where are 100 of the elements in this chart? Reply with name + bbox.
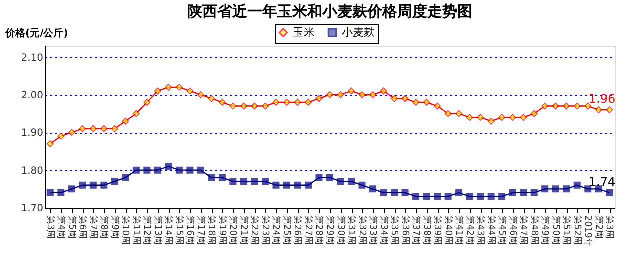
point [262, 178, 269, 186]
point [251, 178, 258, 186]
point [488, 193, 495, 200]
point [595, 186, 602, 193]
point [563, 186, 570, 193]
point [111, 178, 118, 186]
point [444, 110, 452, 118]
point [337, 178, 344, 186]
x-tick-label: 第11周 [130, 216, 142, 245]
point [122, 174, 130, 182]
point [68, 186, 76, 193]
point [456, 189, 463, 196]
point [100, 125, 108, 132]
point [294, 182, 302, 189]
x-tick-label: 第5周 [66, 216, 78, 240]
x-tick-label: 第4周 [56, 216, 67, 240]
x-tick-label: 第27周 [302, 216, 314, 245]
point [466, 193, 474, 200]
x-tick-label: 第43周 [475, 216, 486, 245]
point [197, 166, 204, 174]
point [370, 186, 377, 193]
y-tick-label: 1.90 [21, 128, 44, 140]
x-tick-label: 第38周 [421, 216, 432, 245]
x-tick-label: 第44周 [486, 216, 497, 245]
x-tick-label: 第6周 [77, 216, 88, 240]
point [456, 110, 463, 118]
point [434, 193, 442, 200]
point [444, 193, 452, 200]
point [154, 166, 162, 174]
point [90, 182, 97, 189]
point [283, 182, 290, 189]
point [176, 84, 183, 91]
x-tick-label: 第35周 [389, 216, 400, 245]
point [488, 118, 495, 125]
point [304, 182, 312, 189]
point [197, 91, 204, 98]
point [358, 182, 366, 189]
x-tick-label: 第49周 [540, 216, 551, 245]
point [552, 186, 560, 193]
point [79, 182, 86, 189]
point [563, 102, 570, 110]
point [520, 114, 528, 122]
x-tick-label: 第7周 [88, 216, 99, 240]
point [423, 193, 430, 200]
point [542, 102, 549, 110]
point [154, 88, 162, 95]
x-tick-label: 第12周 [142, 216, 153, 245]
x-tick-label: 第32周 [356, 216, 368, 245]
x-tick-label: 第37周 [410, 216, 422, 245]
x-tick-label: 第26周 [292, 216, 304, 245]
x-tick-label: 第24周 [270, 216, 282, 245]
point [272, 182, 280, 189]
annotation: 1.96 [588, 92, 616, 106]
point [595, 106, 602, 114]
point [230, 102, 237, 110]
x-tick-label: 第22周 [249, 216, 260, 245]
point [46, 140, 54, 148]
x-tick-label: 第23周 [260, 216, 271, 245]
point [520, 189, 528, 196]
x-tick-label: 第14周 [163, 216, 174, 245]
point [111, 125, 118, 132]
point [498, 193, 506, 200]
chart-title: 陕西省近一年玉米和小麦麸价格周度走势图 [188, 2, 472, 20]
point [552, 102, 560, 110]
x-tick-label: 第45周 [496, 216, 508, 245]
point [412, 193, 420, 200]
point [380, 88, 388, 95]
point [208, 95, 216, 102]
point [90, 125, 97, 132]
point [326, 91, 334, 98]
x-tick-label: 第13周 [152, 216, 164, 245]
point [477, 193, 484, 200]
point [132, 110, 140, 118]
point [326, 174, 334, 182]
x-tick-label: 第31周 [346, 216, 358, 245]
point [574, 102, 581, 110]
point [423, 99, 430, 106]
x-tick-label: 第17周 [195, 216, 206, 245]
point [402, 95, 409, 102]
x-tick-label: 第30周 [335, 216, 346, 245]
x-tick-label: 第16周 [184, 216, 196, 245]
x-tick-label: 第28周 [314, 216, 325, 245]
x-tick-label: 第47周 [518, 216, 530, 245]
x-tick-label: 第36周 [400, 216, 411, 245]
point [574, 182, 581, 189]
point [434, 102, 442, 110]
x-tick-label: 第34周 [378, 216, 390, 245]
point [530, 189, 538, 196]
y-tick-label: 2.00 [21, 90, 44, 102]
point [370, 91, 377, 98]
point [348, 88, 356, 95]
x-tick-label: 第8周 [98, 216, 110, 240]
point [412, 99, 420, 106]
x-tick-label: 第3周 [44, 216, 56, 240]
point [208, 174, 216, 182]
point [251, 102, 258, 110]
point [304, 99, 312, 106]
point [58, 132, 65, 140]
x-tick-label: 第10周 [120, 216, 132, 245]
legend-label: 小麦麸 [342, 26, 375, 39]
